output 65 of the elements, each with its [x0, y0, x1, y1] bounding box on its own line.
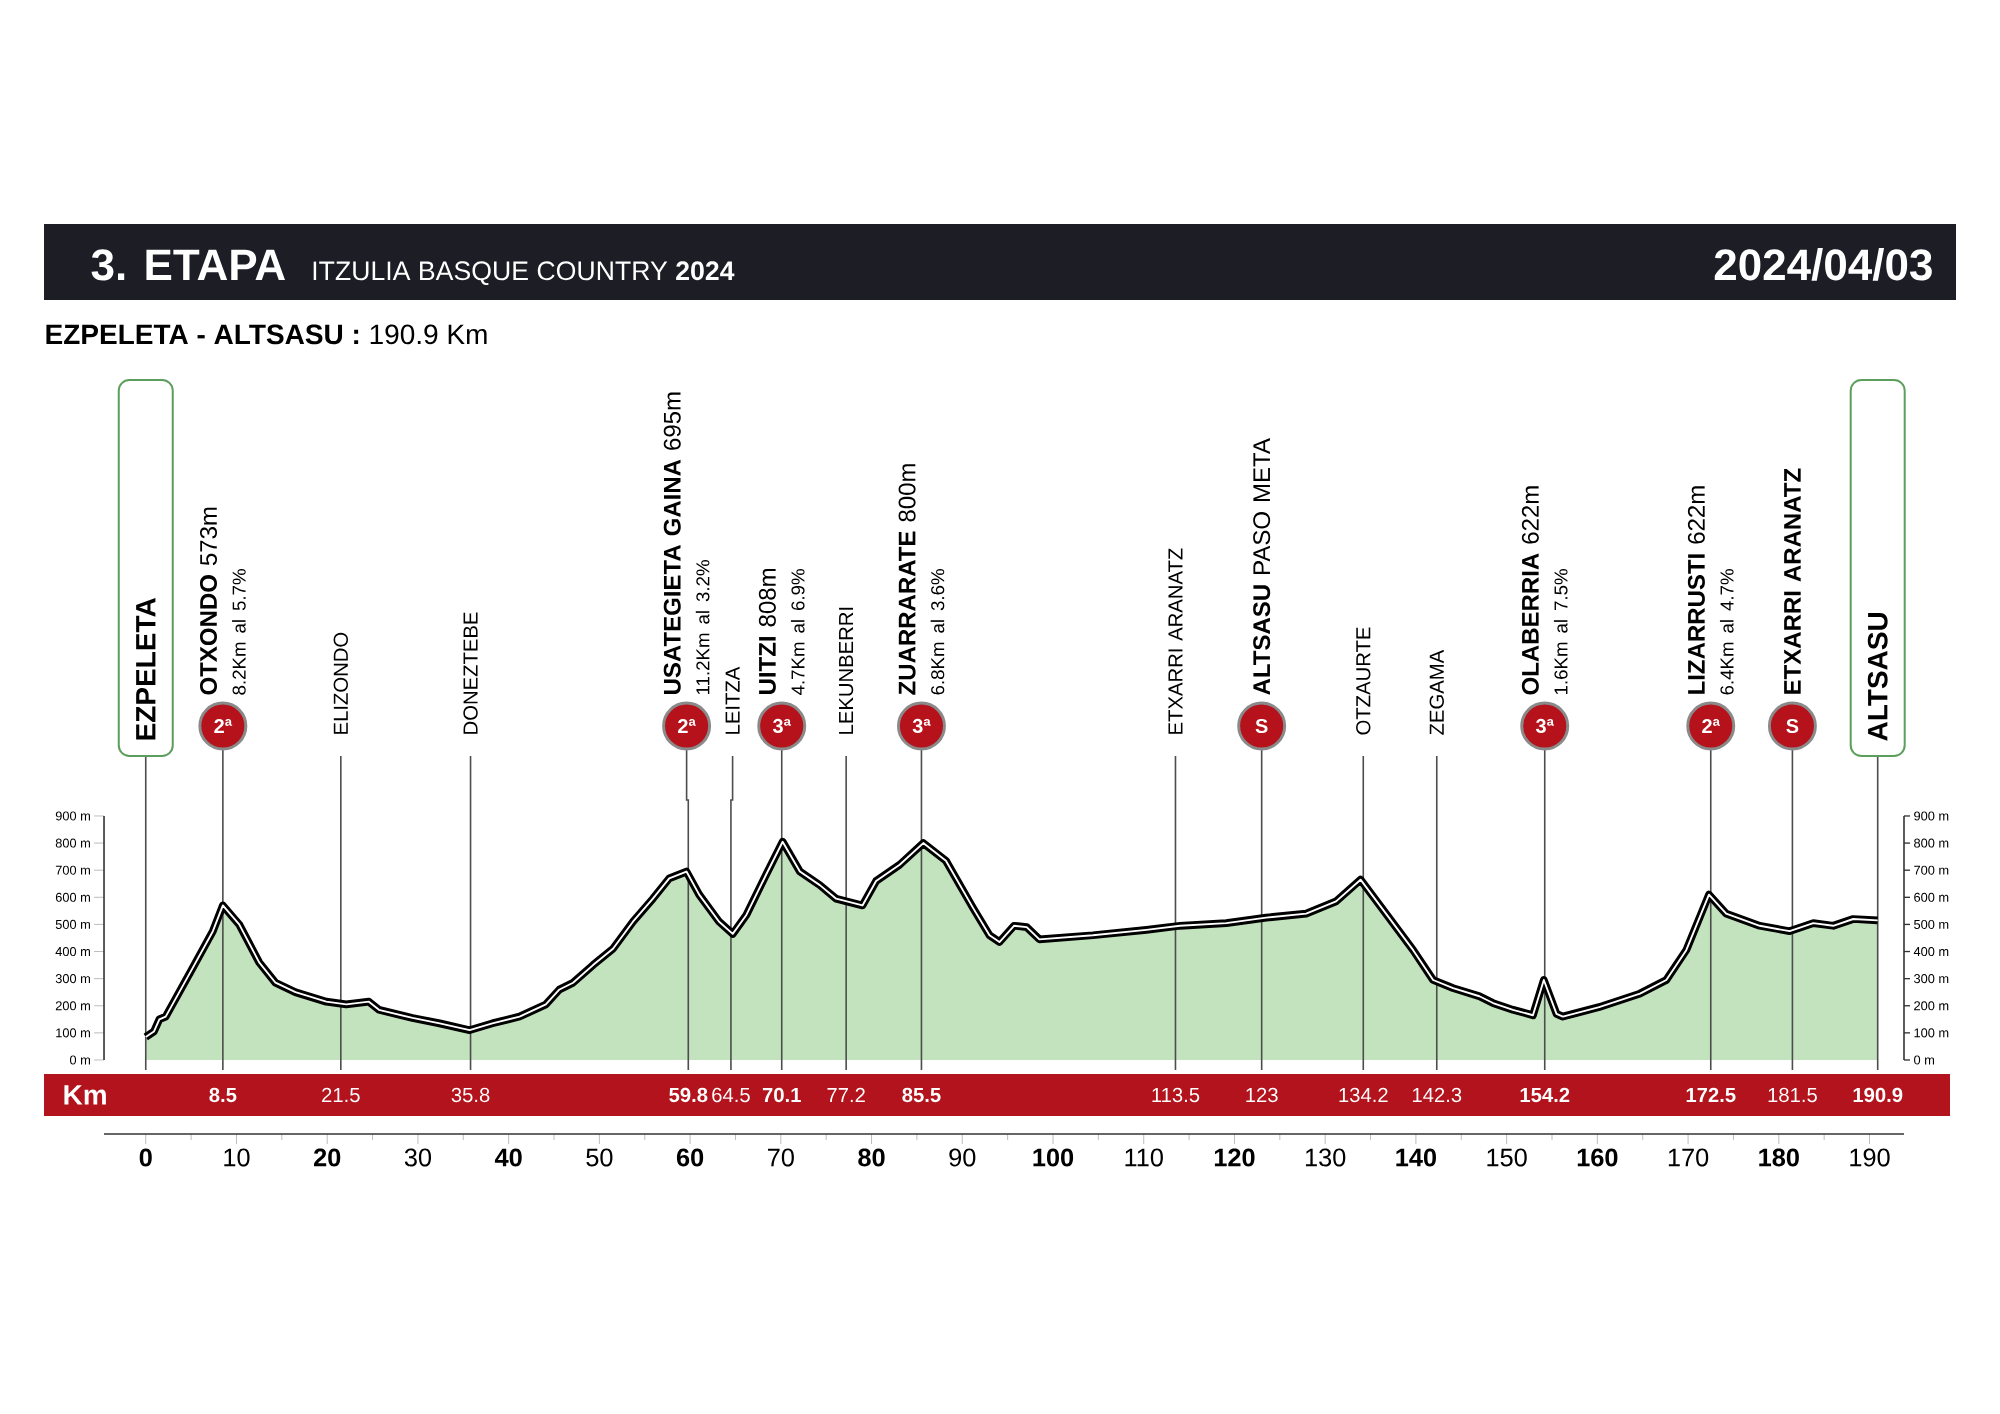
chart-title: 3. ETAPA — [91, 249, 286, 281]
x2-tick-label: 134.2 — [1339, 1087, 1388, 1103]
ref-line-label: OTZAURTE — [1356, 627, 1371, 735]
x2-tick-label: 113.5 — [1152, 1087, 1200, 1103]
ref-line-label: ETXARRI ARANATZ — [1784, 468, 1801, 694]
chart-subtitle: ITZULIA BASQUE COUNTRY 2024 — [313, 261, 735, 286]
ref-line-label: ZEGAMA — [1429, 649, 1444, 735]
x2-tick-label: 35.8 — [451, 1087, 490, 1103]
x2-tick-label: 172.5 — [1686, 1087, 1736, 1103]
x2-tick-label: 190.9 — [1853, 1087, 1903, 1103]
annotation: S — [1255, 718, 1268, 734]
x2-axis-title: Km — [64, 1085, 106, 1105]
annotation: 3ª — [912, 718, 931, 734]
x-tick-label: 80 — [858, 1148, 885, 1167]
x-tick-label: 90 — [949, 1148, 976, 1167]
x-tick-label: 40 — [494, 1148, 522, 1167]
x-tick-label: 70 — [768, 1148, 794, 1167]
ref-line-label: LEKUNBERRI — [839, 607, 854, 734]
x-tick-label: 110 — [1125, 1148, 1163, 1167]
text: 2024/04/03 — [1714, 248, 1932, 281]
annotation: 3ª — [1535, 718, 1554, 734]
x-tick-label: 170 — [1668, 1148, 1709, 1167]
annotation: 2ª — [678, 718, 696, 733]
x-tick-label: 60 — [676, 1148, 704, 1167]
ref-line-label: DONEZTEBE — [463, 612, 478, 734]
text: LIZARRUSTI 622m 6.4Km al 4.7% — [1687, 486, 1734, 695]
x2-tick-label: 59.8 — [669, 1087, 708, 1103]
x2-tick-label: 123 — [1246, 1087, 1278, 1103]
x2-tick-label: 85.5 — [902, 1087, 941, 1103]
x2-tick-label: 77.2 — [827, 1087, 865, 1103]
x-tick-label: 120 — [1214, 1148, 1255, 1167]
ref-line-label: ALTSASU — [1867, 613, 1888, 741]
x2-tick-label: 70.1 — [762, 1087, 801, 1103]
ref-line-label: ETXARRI ARANATZ — [1168, 548, 1183, 734]
ref-line-label: OTXONDO 573m 8.2Km al 5.7% — [199, 507, 246, 695]
text: ZUARRARATE 800m 6.8Km al 3.6% — [898, 464, 945, 695]
annotation: 3ª — [772, 718, 791, 734]
text: OLABERRIA 622m 1.6Km al 7.5% — [1521, 486, 1568, 695]
x-tick-label: 190 — [1850, 1148, 1890, 1167]
x-tick-label: 180 — [1759, 1148, 1799, 1167]
x2-tick-label: 8.5 — [209, 1087, 237, 1103]
x2-tick-label: 181.5 — [1768, 1087, 1817, 1103]
x2-tick-label: 64.5 — [712, 1087, 750, 1103]
x2-tick-label: 154.2 — [1520, 1087, 1570, 1103]
text: EZPELETA - ALTSASU : 190.9 Km — [46, 324, 487, 345]
x-tick-label: 150 — [1487, 1148, 1527, 1167]
x-tick-label: 20 — [313, 1148, 341, 1167]
x-tick-label: 160 — [1577, 1148, 1618, 1167]
x-tick-label: 130 — [1305, 1148, 1346, 1167]
x-tick-label: 100 — [1033, 1148, 1074, 1167]
x2-tick-label: 21.5 — [322, 1087, 360, 1103]
annotation: S — [1786, 718, 1799, 734]
annotation: 2ª — [214, 718, 233, 733]
x-tick-label: 140 — [1396, 1148, 1436, 1167]
ref-line-label: ELIZONDO — [333, 632, 348, 734]
ref-line-label: EZPELETA — [136, 598, 156, 740]
x-tick-label: 30 — [404, 1148, 432, 1167]
x-tick-label: 10 — [224, 1148, 250, 1167]
x-tick-label: 50 — [586, 1148, 613, 1167]
annotation: 2ª — [1702, 718, 1721, 733]
x2-tick-label: 142.3 — [1412, 1087, 1462, 1103]
ref-line-label: LEITZA — [725, 666, 740, 734]
ref-line-label: ALTSASU PASO META — [1253, 438, 1271, 695]
x-tick-label: 0 — [139, 1148, 152, 1167]
text: USATEGIETA GAINA 695m 11.2Km al 3.2% — [663, 392, 710, 695]
